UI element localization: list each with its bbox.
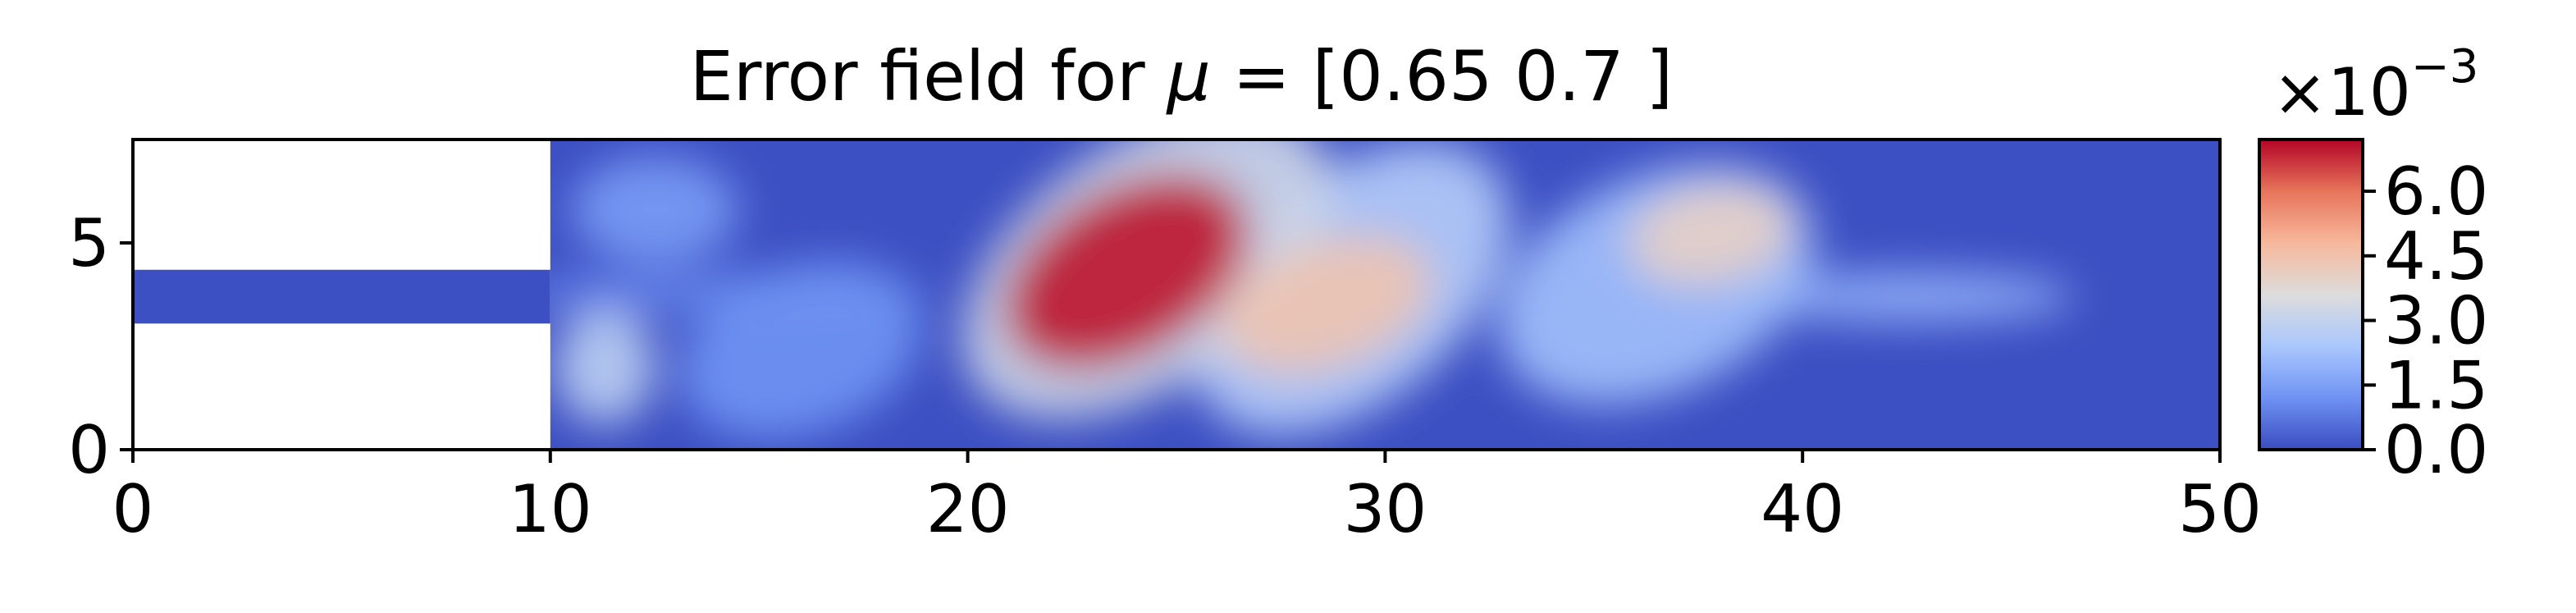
x-tick-label: 10 (509, 471, 592, 547)
error-blob (1222, 236, 1432, 374)
error-blob (1003, 173, 1249, 370)
y-tick-label: 0 (68, 412, 110, 488)
error-blob (1739, 272, 2074, 322)
colorbar-tick-label: 4.5 (2384, 218, 2488, 295)
x-tick-label: 50 (2178, 471, 2262, 547)
colorbar-multiplier: ×10−3 (2272, 40, 2478, 130)
y-tick-label: 5 (68, 205, 110, 281)
colorbar-multiplier-exp: −3 (2411, 40, 2479, 94)
colorbar: 0.01.53.04.56.0 ×10−3 (2258, 40, 2488, 488)
y-axis: 05 (68, 205, 133, 488)
error-blob (571, 156, 738, 264)
x-tick-label: 0 (112, 471, 154, 547)
colorbar-tick-label: 6.0 (2384, 153, 2488, 230)
error-blob (679, 261, 922, 440)
domain-inlet-channel (133, 269, 550, 324)
plot-frame (131, 138, 2222, 451)
error-blob (554, 309, 655, 425)
x-tick-label: 30 (1344, 471, 1427, 547)
x-tick-label: 20 (926, 471, 1010, 547)
colorbar-multiplier-base: ×10 (2272, 54, 2411, 130)
error-field-blobs (550, 140, 2074, 440)
error-blob (1628, 183, 1794, 286)
plot-area (131, 138, 2222, 451)
colorbar-ticks: 0.01.53.04.56.0 (2363, 153, 2488, 488)
x-axis: 0 10 20 30 40 50 (112, 450, 2262, 547)
colorbar-tick-label: 0.0 (2384, 412, 2488, 488)
x-tick-label: 40 (1761, 471, 1844, 547)
chart-title-mu: μ (1165, 36, 1210, 117)
chart-title: Error field for μ = [0.65 0.7 ] (690, 36, 1673, 117)
chart-title-prefix: Error field for (690, 36, 1167, 117)
chart-title-suffix: = [0.65 0.7 ] (1211, 36, 1673, 117)
colorbar-tick-label: 3.0 (2384, 283, 2488, 359)
colorbar-tick-label: 1.5 (2384, 347, 2488, 423)
colorbar-gradient (2258, 138, 2364, 451)
